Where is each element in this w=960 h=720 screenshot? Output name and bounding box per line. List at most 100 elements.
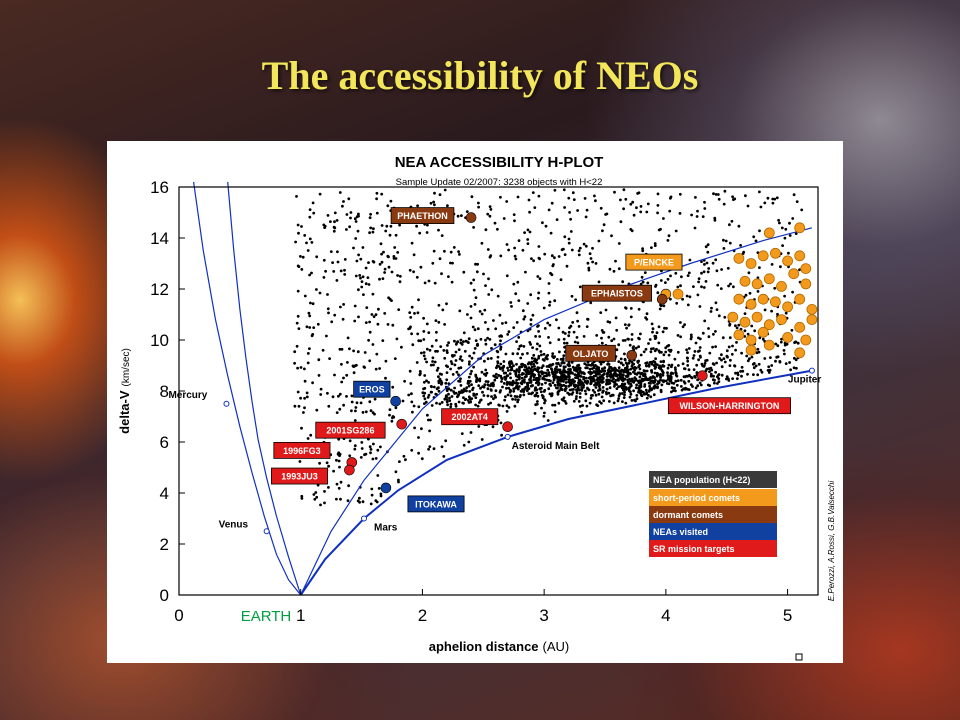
nea-point bbox=[369, 409, 373, 412]
chart-panel: NEA ACCESSIBILITY H-PLOT Sample Update 0… bbox=[107, 141, 843, 663]
nea-point bbox=[543, 327, 547, 330]
nea-point bbox=[540, 383, 544, 386]
nea-point bbox=[404, 458, 407, 462]
nea-point bbox=[543, 388, 547, 392]
nea-point bbox=[469, 431, 473, 434]
nea-point bbox=[533, 365, 536, 368]
planet-label-jupiter: Jupiter bbox=[788, 375, 821, 386]
nea-point bbox=[570, 381, 574, 385]
object-marker-ephaistos bbox=[656, 293, 668, 305]
nea-point bbox=[552, 370, 556, 374]
nea-point bbox=[467, 341, 470, 344]
nea-point bbox=[483, 372, 486, 376]
nea-point bbox=[466, 379, 470, 383]
nea-point bbox=[480, 312, 484, 316]
nea-point bbox=[560, 384, 564, 388]
nea-point bbox=[619, 384, 623, 388]
nea-point bbox=[518, 395, 522, 399]
nea-point bbox=[375, 191, 379, 195]
nea-point bbox=[783, 352, 786, 356]
nea-point bbox=[458, 357, 462, 361]
nea-point bbox=[515, 340, 518, 343]
nea-point bbox=[300, 426, 303, 430]
nea-point bbox=[356, 350, 360, 354]
nea-point bbox=[714, 370, 717, 374]
short-period-comet-point bbox=[782, 301, 793, 313]
nea-point bbox=[383, 271, 386, 274]
nea-point bbox=[725, 377, 728, 381]
nea-point bbox=[659, 388, 663, 392]
nea-point bbox=[494, 372, 498, 376]
nea-point bbox=[449, 388, 453, 392]
nea-point bbox=[346, 499, 350, 503]
nea-point bbox=[438, 377, 442, 381]
nea-point bbox=[325, 461, 329, 465]
nea-point bbox=[698, 349, 701, 353]
nea-point bbox=[574, 376, 578, 379]
nea-point bbox=[469, 316, 473, 320]
nea-point bbox=[387, 265, 391, 269]
nea-point bbox=[645, 391, 649, 395]
legend-swatch-sr-mission-targets bbox=[649, 540, 777, 557]
object-tag-ephaistos bbox=[581, 284, 653, 302]
nea-point bbox=[423, 386, 427, 390]
nea-point bbox=[682, 375, 686, 379]
nea-point bbox=[514, 257, 518, 261]
nea-point bbox=[779, 340, 783, 344]
nea-point bbox=[426, 413, 429, 417]
nea-point bbox=[355, 401, 359, 405]
nea-point bbox=[676, 379, 680, 383]
nea-point bbox=[538, 344, 542, 348]
nea-point bbox=[299, 366, 303, 369]
nea-point bbox=[504, 321, 508, 324]
nea-point bbox=[642, 350, 646, 354]
nea-point bbox=[734, 371, 737, 375]
nea-point bbox=[502, 360, 506, 363]
nea-point bbox=[654, 378, 657, 382]
nea-point bbox=[494, 327, 498, 331]
nea-point bbox=[619, 357, 623, 361]
nea-point bbox=[557, 255, 561, 258]
nea-point bbox=[445, 400, 449, 404]
nea-point bbox=[329, 220, 332, 223]
nea-point bbox=[530, 360, 534, 364]
nea-point bbox=[499, 374, 503, 378]
nea-point bbox=[744, 293, 748, 297]
nea-point bbox=[632, 366, 635, 370]
nea-point bbox=[468, 390, 472, 393]
nea-point bbox=[474, 296, 478, 299]
nea-point bbox=[770, 364, 774, 367]
nea-point bbox=[587, 388, 591, 392]
nea-point bbox=[556, 361, 560, 365]
nea-point bbox=[526, 387, 530, 391]
x-tick-label: 3 bbox=[539, 606, 548, 625]
nea-point bbox=[487, 277, 490, 281]
nea-point bbox=[700, 362, 704, 366]
nea-point bbox=[462, 387, 466, 391]
nea-point bbox=[500, 433, 503, 437]
nea-point bbox=[515, 378, 519, 382]
nea-point bbox=[338, 191, 342, 194]
nea-point bbox=[593, 194, 596, 198]
nea-point bbox=[601, 386, 605, 389]
y-tick-label: 10 bbox=[150, 331, 169, 350]
nea-point bbox=[449, 367, 452, 371]
nea-point bbox=[505, 383, 509, 386]
nea-point bbox=[564, 374, 567, 378]
nea-point bbox=[577, 381, 580, 385]
nea-point bbox=[327, 486, 330, 489]
object-label-wilson-harrington: WILSON-HARRINGTON bbox=[680, 401, 780, 411]
nea-point bbox=[653, 371, 657, 375]
nea-point bbox=[445, 371, 449, 374]
nea-point bbox=[339, 480, 343, 484]
nea-point bbox=[500, 376, 503, 380]
nea-point bbox=[526, 302, 530, 305]
nea-point bbox=[578, 395, 582, 399]
nea-point bbox=[505, 243, 509, 246]
nea-point bbox=[567, 241, 571, 245]
nea-point bbox=[557, 401, 561, 405]
nea-point bbox=[368, 359, 372, 363]
nea-point bbox=[369, 502, 373, 506]
nea-point bbox=[757, 350, 761, 354]
nea-point bbox=[572, 330, 576, 334]
